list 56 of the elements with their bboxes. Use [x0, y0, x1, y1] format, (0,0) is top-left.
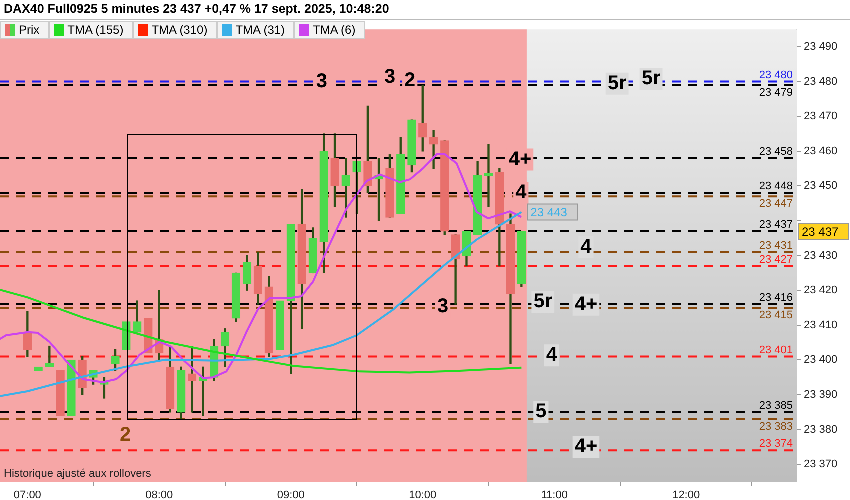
ref-line-label: 23 383	[759, 420, 793, 433]
legend-label: TMA (310)	[152, 23, 208, 37]
data-label: 23 443	[530, 206, 568, 220]
legend-label: TMA (155)	[68, 23, 124, 37]
annotation: 3	[316, 70, 328, 93]
annotation: 5r	[642, 68, 661, 90]
annotation: 5	[536, 400, 547, 423]
ref-line-label: 23 415	[759, 310, 793, 322]
y-tick-label: 23 430	[804, 250, 838, 262]
annotation: 5r	[608, 72, 627, 94]
legend-label: TMA (6)	[313, 23, 356, 37]
annotation: 2	[404, 70, 416, 92]
x-tick-label: 09:00	[277, 490, 305, 500]
y-tick-label: 23 480	[804, 76, 838, 88]
annotation: 3	[384, 66, 396, 88]
annotation: 4+	[508, 148, 532, 170]
ref-line-label: 23 480	[759, 69, 793, 82]
ref-line-label: 23 427	[759, 254, 793, 266]
chart-title: DAX40 Full0925 5 minutes 23 437 +0,47 % 17 sept. 2025, 10:48:20	[0, 0, 850, 20]
y-tick-label: 23 450	[804, 180, 838, 192]
y-tick-label: 23 490	[804, 41, 838, 54]
x-tick-label: 11:00	[541, 490, 568, 500]
annotation: 4+	[574, 293, 598, 316]
y-tick-label: 23 410	[804, 319, 838, 332]
y-tick-label: 23 370	[804, 458, 838, 471]
y-tick-label: 23 400	[804, 354, 838, 366]
x-tick-label: 10:00	[409, 490, 437, 500]
annotation: 3	[437, 295, 449, 318]
x-tick-label: 08:00	[146, 490, 174, 500]
annotation: Historique ajusté aux rollovers	[4, 468, 152, 480]
ref-line-label: 23 479	[759, 86, 793, 99]
y-tick-label: 23 390	[804, 389, 838, 402]
annotation: 4	[516, 182, 528, 204]
ref-line-label: 23 385	[759, 400, 793, 412]
y-tick-label: 23 380	[804, 424, 838, 436]
ref-line-label: 23 416	[759, 292, 793, 304]
ref-line-label: 23 448	[759, 180, 793, 193]
ref-line-label: 23 431	[759, 240, 793, 252]
ref-line-label: 23 447	[759, 198, 793, 210]
y-tick-label: 23 420	[804, 284, 838, 297]
annotation: 4	[580, 236, 593, 258]
ref-line-label: 23 374	[759, 438, 793, 450]
text: 23 437	[802, 224, 839, 239]
legend-label: Prix	[19, 23, 40, 37]
y-tick-label: 23 470	[804, 110, 838, 123]
ref-line-label: 23 401	[759, 344, 793, 356]
ref-line-label: 23 458	[759, 146, 793, 158]
legend-label: TMA (31)	[236, 23, 286, 37]
annotation: 4	[546, 344, 558, 366]
annotation: 4+	[574, 436, 598, 458]
ref-line-label: 23 437	[759, 218, 793, 231]
annotation: 5r	[534, 290, 553, 313]
annotation: 2	[120, 424, 132, 447]
y-tick-label: 23 460	[804, 145, 838, 158]
x-tick-label: 07:00	[14, 490, 42, 500]
x-tick-label: 12:00	[672, 490, 700, 500]
